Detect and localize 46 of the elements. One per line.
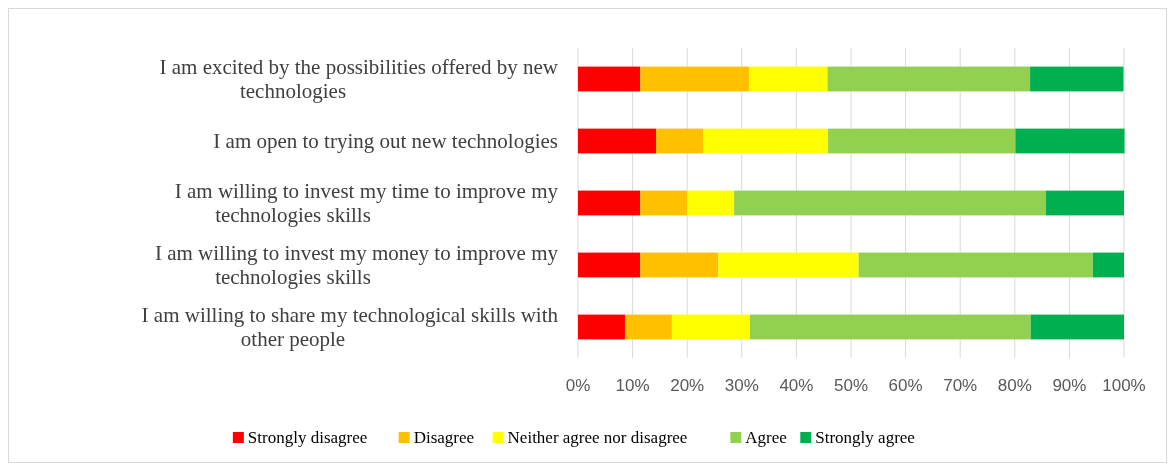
- bar: [640, 190, 688, 216]
- bar: [718, 252, 859, 278]
- bar: [578, 66, 641, 92]
- bar: [578, 252, 641, 278]
- x-tick-label: 100%: [1102, 376, 1146, 395]
- legend-label: Strongly disagree: [247, 428, 368, 447]
- bar: [828, 128, 1016, 154]
- x-tick-label: 20%: [670, 376, 705, 395]
- bar: [578, 128, 657, 154]
- bar: [703, 128, 829, 154]
- y-tick-label: I am excited by the possibilities offered by new technologies: [159, 55, 559, 103]
- bar: [656, 128, 704, 154]
- bar: [749, 66, 828, 92]
- bar: [1045, 190, 1124, 216]
- y-tick-label: I am open to trying out new technologies: [213, 129, 558, 153]
- bar: [578, 190, 641, 216]
- bar: [624, 314, 672, 340]
- bar: [1030, 66, 1124, 92]
- x-tick-label: 80%: [997, 376, 1032, 395]
- bar: [827, 66, 1031, 92]
- legend-label: Neither agree nor disagree: [507, 428, 688, 447]
- bar: [687, 190, 735, 216]
- legend-label: Disagree: [413, 428, 475, 447]
- bar: [1030, 314, 1124, 340]
- bar: [749, 314, 1031, 340]
- x-tick-label: 0%: [565, 376, 591, 395]
- x-tick-label: 60%: [888, 376, 923, 395]
- y-tick-label: I am willing to share my technological skills with other people: [141, 303, 559, 351]
- bar: [858, 252, 1093, 278]
- bar: [734, 190, 1046, 216]
- bar: [578, 314, 625, 340]
- x-tick-label: 40%: [779, 376, 814, 395]
- bar: [671, 314, 750, 340]
- bar: [1092, 252, 1124, 278]
- y-tick-label: I am willing to invest my time to improve my technologies skills: [174, 179, 559, 227]
- legend-label: Strongly agree: [815, 428, 915, 447]
- y-tick-label: I am willing to invest my money to improve my technologies skills: [154, 241, 559, 289]
- x-tick-label: 10%: [615, 376, 650, 395]
- bar: [640, 252, 719, 278]
- x-tick-label: 50%: [833, 376, 869, 395]
- x-tick-label: 90%: [1052, 376, 1087, 395]
- x-tick-label: 30%: [724, 376, 759, 395]
- bar: [640, 66, 750, 92]
- legend-label: Agree: [745, 428, 787, 447]
- bar: [1015, 128, 1125, 154]
- x-tick-label: 70%: [943, 376, 978, 395]
